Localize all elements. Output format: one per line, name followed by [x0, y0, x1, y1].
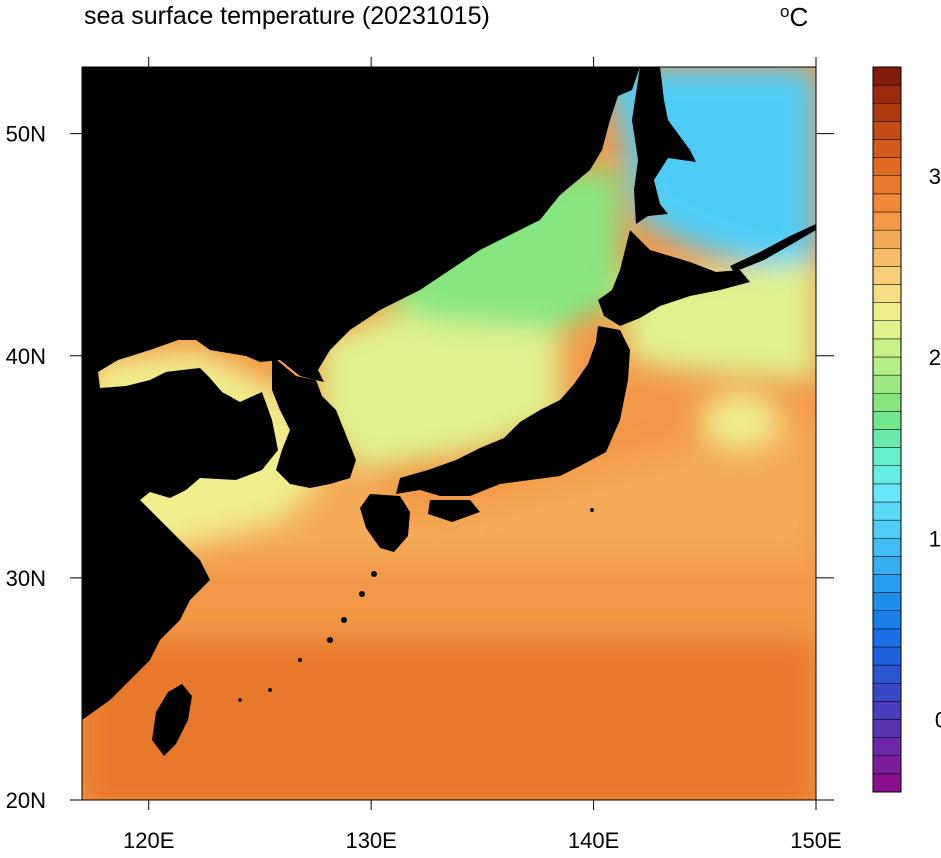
colorbar-swatch — [872, 121, 902, 140]
lat-tick-label: 40N — [6, 344, 46, 369]
colorbar-swatch — [872, 66, 902, 86]
sakhalin — [632, 67, 696, 224]
warm-south-zone — [82, 640, 816, 800]
asian-continent — [82, 67, 640, 720]
colorbar-swatch — [872, 374, 902, 394]
map-frame — [81, 66, 817, 801]
colorbar-swatch — [872, 84, 902, 104]
colorbar-swatch — [872, 139, 902, 158]
colorbar-swatch — [872, 592, 902, 611]
warm-eddy — [700, 392, 780, 448]
colorbar-swatch — [872, 320, 902, 340]
colorbar-swatch — [872, 157, 902, 176]
colorbar-swatch — [872, 773, 902, 793]
colorbar-swatch — [872, 356, 902, 376]
ryukyu-islands — [238, 508, 594, 702]
east-sea-zone — [320, 300, 560, 470]
lon-tick-label: 120E — [123, 828, 174, 853]
lon-tick-label: 140E — [568, 828, 619, 853]
colorbar-swatch — [872, 411, 902, 430]
land-mass — [82, 67, 816, 756]
colorbar-swatch — [872, 610, 902, 630]
colorbar-swatch — [872, 447, 902, 466]
lat-tick-label: 50N — [6, 122, 46, 147]
korean-peninsula — [272, 356, 356, 488]
lat-tick-label: 30N — [6, 566, 46, 591]
lon-tick-label: 130E — [345, 828, 396, 853]
colorbar-label: 10 — [929, 526, 941, 551]
map-title: sea surface temperature (20231015) — [84, 2, 490, 30]
colorbar-swatch — [872, 719, 902, 738]
taiwan — [152, 684, 192, 756]
japan-sea-north-zone — [380, 170, 620, 330]
colorbar-swatch — [872, 556, 902, 575]
colorbar-unit: oC — [780, 2, 808, 33]
kyushu — [360, 494, 410, 552]
hokkaido — [598, 230, 750, 326]
colorbar-swatch — [872, 211, 902, 231]
colorbar-swatch — [872, 193, 902, 213]
colorbar-swatch — [872, 664, 902, 684]
shikoku — [428, 500, 480, 522]
colorbar-swatch — [872, 683, 902, 702]
colorbar-swatch — [872, 266, 902, 285]
colorbar-swatch — [872, 175, 902, 195]
unit-letter: C — [789, 2, 809, 32]
colorbar-swatch — [872, 755, 902, 775]
colorbar-swatch — [872, 646, 902, 666]
colorbar-swatch — [872, 483, 902, 503]
colorbar-swatch — [872, 574, 902, 593]
colorbar-swatch — [872, 429, 902, 448]
colorbar-swatch — [872, 737, 902, 756]
latitude-axis: 20N 30N 40N 50N — [6, 122, 834, 813]
colorbar-swatch — [872, 338, 902, 358]
honshu — [396, 326, 630, 496]
colorbar-swatch — [872, 248, 902, 267]
kuril-islands — [730, 224, 816, 272]
degree-symbol: o — [780, 2, 790, 21]
colorbar-swatch — [872, 465, 902, 485]
colorbar-label: 20 — [929, 345, 941, 370]
colorbar-swatch — [872, 393, 902, 412]
colorbar-swatch — [872, 538, 902, 557]
colorbar-swatch — [872, 701, 902, 720]
colorbar-swatch — [872, 628, 902, 648]
colorbar-swatch — [872, 519, 902, 539]
colorbar-swatch — [872, 284, 902, 303]
lat-tick-label: 20N — [6, 788, 46, 813]
colorbar-swatch — [872, 302, 902, 321]
colorbar-swatch — [872, 229, 902, 249]
colorbar-label: 0 — [935, 708, 941, 733]
longitude-axis: 120E 130E 140E 150E — [123, 57, 842, 853]
colorbar: 0 10 20 30 — [872, 66, 941, 793]
lon-tick-label: 150E — [790, 828, 841, 853]
colorbar-frame — [872, 66, 902, 793]
colorbar-label: 30 — [929, 164, 941, 189]
map-area — [82, 67, 816, 800]
colorbar-swatch — [872, 501, 902, 521]
colorbar-swatch — [872, 103, 902, 122]
